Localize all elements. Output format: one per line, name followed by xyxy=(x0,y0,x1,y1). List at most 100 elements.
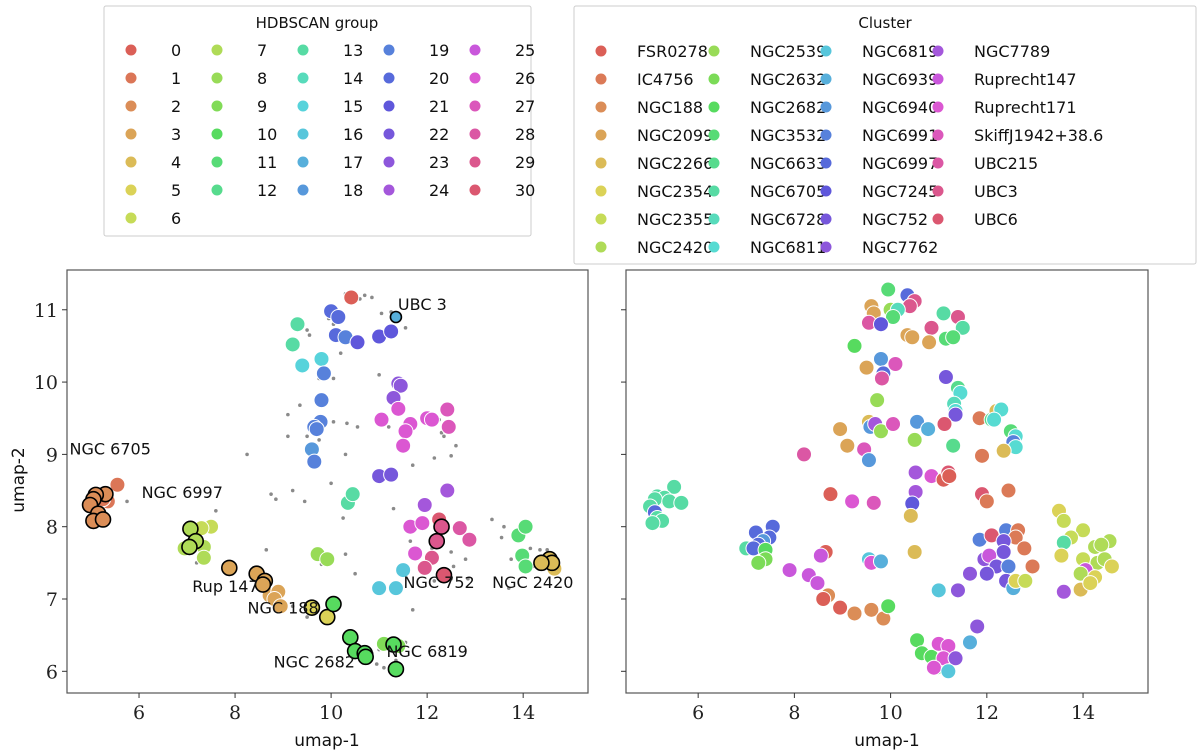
data-point xyxy=(673,494,690,511)
data-point xyxy=(1024,558,1041,575)
data-point xyxy=(313,392,330,409)
highlighted-point xyxy=(181,538,198,556)
data-point xyxy=(439,401,456,418)
legend-label: 30 xyxy=(515,181,535,200)
legend-marker xyxy=(708,129,720,141)
data-point xyxy=(936,416,953,433)
legend-marker xyxy=(820,241,832,253)
legend-frame xyxy=(573,5,1197,265)
x-tick-label: 12 xyxy=(415,702,439,724)
data-point xyxy=(885,309,902,325)
data-point xyxy=(1093,536,1110,553)
data-point xyxy=(315,365,332,382)
data-point xyxy=(1055,583,1072,600)
legend-label: NGC6633 xyxy=(750,154,826,173)
noise-point xyxy=(403,326,408,330)
data-point xyxy=(373,411,390,428)
data-point xyxy=(920,421,937,438)
data-point xyxy=(392,377,409,394)
data-point xyxy=(995,544,1012,560)
data-point xyxy=(439,482,456,499)
legend-label: NGC6997 xyxy=(862,154,938,173)
data-point xyxy=(863,601,880,618)
data-point xyxy=(395,562,412,579)
legend-label: NGC2354 xyxy=(637,182,713,201)
legend-marker xyxy=(595,45,607,57)
data-point xyxy=(902,507,919,524)
legend-label: NGC7762 xyxy=(862,238,938,257)
noise-point xyxy=(466,576,470,581)
legend-frame xyxy=(103,5,532,237)
data-point xyxy=(906,544,923,560)
data-point xyxy=(844,493,861,510)
legend-marker xyxy=(297,156,309,168)
data-point xyxy=(961,565,978,582)
data-point xyxy=(1017,572,1034,589)
x-tick-label: 12 xyxy=(975,702,999,724)
legend-marker xyxy=(708,185,720,197)
noise-point xyxy=(432,579,437,583)
legend-marker xyxy=(595,73,607,85)
legend-label: NGC6991 xyxy=(862,126,938,145)
noise-point xyxy=(502,524,506,529)
data-point xyxy=(815,591,832,607)
highlighted-point xyxy=(342,629,359,646)
legend-marker xyxy=(125,100,137,112)
noise-point xyxy=(317,438,321,442)
legend-label: NGC2682 xyxy=(750,98,826,117)
data-point xyxy=(644,515,661,532)
noise-point xyxy=(449,454,453,458)
highlighted-point xyxy=(325,595,342,613)
legend-label: 18 xyxy=(343,181,363,200)
noise-point xyxy=(449,550,453,554)
legend-label: NGC7245 xyxy=(862,182,938,201)
legend-label: 25 xyxy=(515,41,535,60)
x-axis-label: umap-1 xyxy=(854,731,920,751)
legend-label: 7 xyxy=(257,41,267,60)
legend-marker xyxy=(383,156,395,168)
highlighted-point xyxy=(533,554,550,572)
data-point xyxy=(941,468,958,485)
data-point xyxy=(947,650,964,667)
data-point xyxy=(869,392,886,409)
legend-marker xyxy=(820,213,832,225)
highlighted-point xyxy=(94,511,112,528)
legend-marker xyxy=(469,128,481,140)
x-tick-label: 10 xyxy=(879,702,903,724)
noise-point xyxy=(305,328,309,332)
data-point xyxy=(1000,482,1017,499)
data-point xyxy=(383,323,400,340)
noise-point xyxy=(343,552,348,556)
highlighted-point xyxy=(433,518,450,535)
data-point xyxy=(995,442,1012,459)
data-point xyxy=(371,580,388,597)
cluster-annotation: UBC 3 xyxy=(398,295,447,314)
cluster-annotation: NGC 2682 xyxy=(274,653,355,672)
highlighted-point xyxy=(435,566,453,584)
highlighted-point xyxy=(303,599,321,616)
noise-point xyxy=(329,481,333,486)
legend-marker xyxy=(211,156,223,168)
legend-label: 3 xyxy=(171,125,181,144)
legend-label: 22 xyxy=(429,125,449,144)
legend-label: NGC3532 xyxy=(750,126,826,145)
y-axis-label: umap-2 xyxy=(9,447,29,513)
legend-label: 15 xyxy=(343,97,363,116)
legend-marker xyxy=(469,184,481,196)
data-point xyxy=(1000,558,1017,575)
legend-label: NGC6705 xyxy=(750,182,826,201)
legend-marker xyxy=(708,157,720,169)
legend-label: NGC6819 xyxy=(862,42,938,61)
highlighted-point xyxy=(385,636,402,653)
legend-marker xyxy=(820,185,832,197)
data-point xyxy=(822,486,839,503)
data-point xyxy=(390,400,407,417)
legend-label: 8 xyxy=(257,69,267,88)
legend-marker xyxy=(297,100,309,112)
legend-label: 13 xyxy=(343,41,363,60)
legend-marker xyxy=(383,72,395,84)
data-point xyxy=(461,531,478,548)
y-tick-label: 10 xyxy=(34,372,58,394)
noise-point xyxy=(410,608,415,612)
noise-point xyxy=(463,557,468,562)
